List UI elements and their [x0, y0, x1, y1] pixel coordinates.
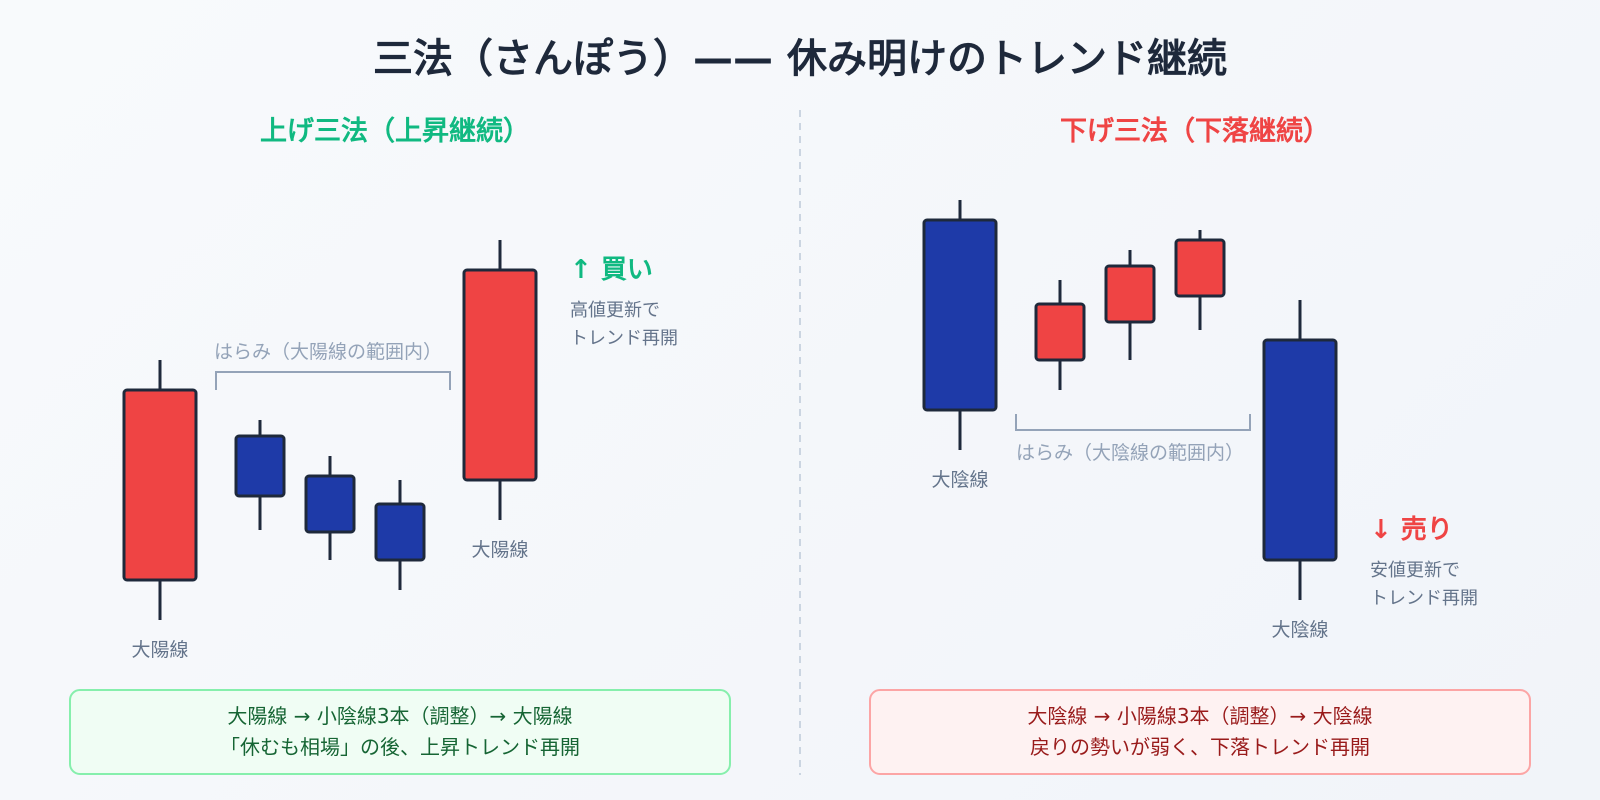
falling-summary-line-1: 大陰線 → 小陽線3本（調整）→ 大陰線 — [1027, 704, 1372, 728]
falling-small-candle-2 — [1104, 250, 1156, 360]
falling-small-candle-1 — [1034, 280, 1086, 390]
rising-first-label: 大陽線 — [131, 639, 188, 661]
rising-signal: ↑ 買い — [570, 255, 653, 285]
falling-signal-desc-1: 安値更新で — [1370, 560, 1460, 581]
rising-summary-line-2: 「休むも相場」の後、上昇トレンド再開 — [220, 735, 580, 759]
rising-small-candle-2 — [304, 456, 356, 560]
falling-summary-line-2: 戻りの勢いが弱く、下落トレンド再開 — [1030, 735, 1370, 759]
falling-last-label: 大陰線 — [1271, 619, 1328, 641]
rising-last-candle — [462, 240, 538, 520]
rising-small-candle-1 — [234, 420, 286, 530]
falling-last-candle — [1262, 300, 1338, 600]
falling-harami-label: はらみ（大陰線の範囲内） — [1016, 442, 1244, 464]
rising-panel: 上げ三法（上昇継続） 大陽線 はらみ（大陽線の範囲内） 大陽線 — [69, 115, 731, 775]
rising-harami-label: はらみ（大陽線の範囲内） — [214, 341, 442, 363]
rising-harami-bracket — [215, 371, 451, 390]
rising-first-candle — [122, 360, 198, 620]
falling-panel: 下げ三法（下落継続） 大陰線 はらみ（大陰線の範囲内） 大陰線 — [869, 115, 1531, 775]
falling-summary-box — [869, 689, 1531, 775]
rising-summary-line-1: 大陽線 → 小陰線3本（調整）→ 大陽線 — [227, 704, 572, 728]
falling-small-candle-3 — [1174, 230, 1226, 330]
falling-signal: ↓ 売り — [1370, 515, 1453, 545]
falling-heading: 下げ三法（下落継続） — [1060, 115, 1330, 147]
rising-summary-box — [69, 689, 731, 775]
falling-first-label: 大陰線 — [931, 469, 988, 491]
falling-first-candle — [922, 200, 998, 450]
rising-last-label: 大陽線 — [471, 539, 528, 561]
falling-harami-bracket — [1015, 414, 1251, 431]
rising-small-candle-3 — [374, 480, 426, 590]
rising-heading: 上げ三法（上昇継続） — [260, 115, 530, 147]
rising-signal-desc-2: トレンド再開 — [570, 328, 678, 349]
rising-signal-desc-1: 高値更新で — [570, 300, 660, 321]
page-title: 三法（さんぽう）—— 休み明けのトレンド継続 — [373, 36, 1227, 82]
falling-signal-desc-2: トレンド再開 — [1370, 588, 1478, 609]
